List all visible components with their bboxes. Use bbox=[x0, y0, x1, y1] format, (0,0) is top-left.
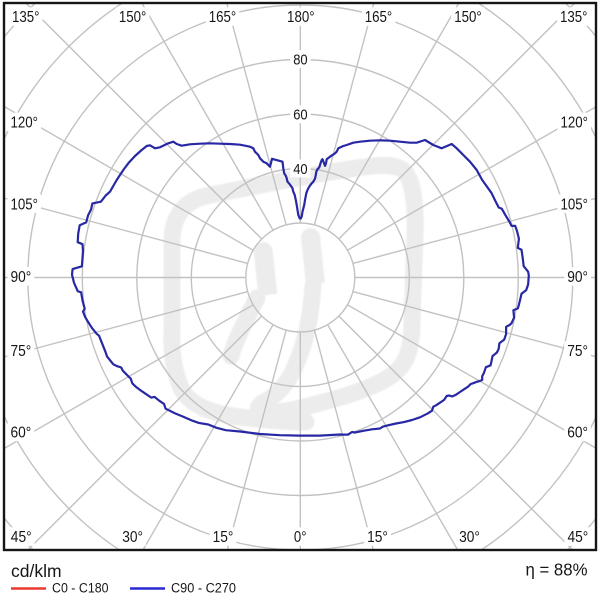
svg-text:45°: 45° bbox=[11, 529, 32, 546]
svg-text:0°: 0° bbox=[294, 529, 307, 546]
svg-text:η = 88%: η = 88% bbox=[526, 559, 588, 579]
svg-text:75°: 75° bbox=[567, 343, 588, 360]
svg-text:80: 80 bbox=[293, 53, 307, 69]
svg-text:cd/klm: cd/klm bbox=[11, 561, 62, 581]
svg-text:40: 40 bbox=[293, 162, 307, 178]
svg-text:60°: 60° bbox=[567, 425, 588, 442]
svg-text:135°: 135° bbox=[560, 9, 588, 26]
svg-text:60: 60 bbox=[293, 108, 307, 124]
svg-text:15°: 15° bbox=[367, 529, 388, 546]
svg-text:15°: 15° bbox=[213, 529, 234, 546]
svg-text:60°: 60° bbox=[11, 425, 32, 442]
svg-text:75°: 75° bbox=[11, 343, 32, 360]
svg-text:C90 - C270: C90 - C270 bbox=[171, 581, 236, 596]
svg-text:90°: 90° bbox=[567, 269, 588, 286]
svg-text:150°: 150° bbox=[454, 9, 482, 26]
svg-text:30°: 30° bbox=[122, 529, 143, 546]
svg-text:180°: 180° bbox=[287, 9, 315, 26]
svg-text:30°: 30° bbox=[459, 529, 480, 546]
svg-text:45°: 45° bbox=[568, 529, 589, 546]
svg-text:165°: 165° bbox=[365, 9, 393, 26]
svg-text:150°: 150° bbox=[119, 9, 147, 26]
svg-text:120°: 120° bbox=[561, 115, 589, 132]
svg-text:90°: 90° bbox=[11, 269, 32, 286]
svg-text:135°: 135° bbox=[12, 9, 40, 26]
svg-text:120°: 120° bbox=[11, 115, 39, 132]
svg-text:C0 - C180: C0 - C180 bbox=[52, 581, 109, 596]
svg-text:165°: 165° bbox=[209, 9, 237, 26]
svg-text:105°: 105° bbox=[11, 196, 39, 213]
svg-text:105°: 105° bbox=[561, 196, 589, 213]
